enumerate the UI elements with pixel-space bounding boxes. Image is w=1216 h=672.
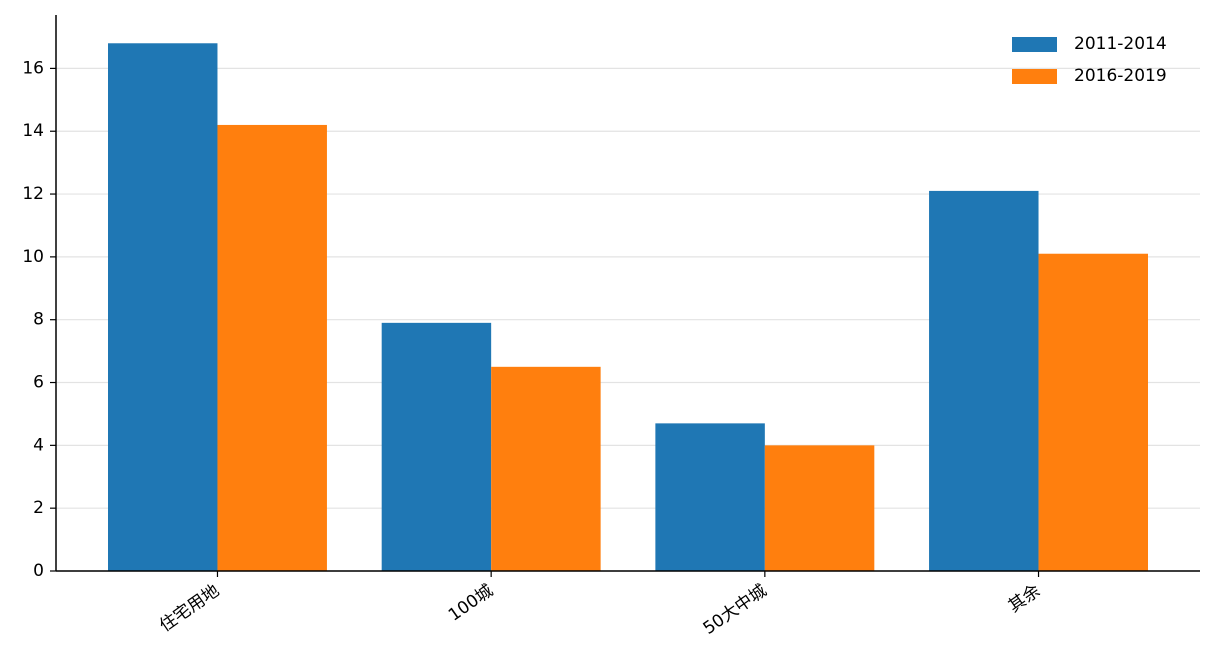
legend-label: 2016-2019 bbox=[1074, 66, 1167, 86]
x-tick-label: 50大中城 bbox=[700, 581, 771, 639]
bar bbox=[108, 43, 218, 572]
bar bbox=[491, 366, 601, 571]
bar bbox=[1038, 253, 1148, 571]
x-tick-label: 100城 bbox=[445, 581, 497, 626]
bar bbox=[655, 423, 765, 571]
y-tick-label: 10 bbox=[22, 247, 44, 267]
y-tick-label: 0 bbox=[33, 561, 44, 581]
y-tick-label: 4 bbox=[33, 435, 44, 455]
x-tick-label: 住宅用地 bbox=[156, 581, 223, 636]
bar bbox=[381, 322, 492, 571]
legend-swatch bbox=[1012, 37, 1057, 52]
bar bbox=[217, 124, 327, 571]
bar bbox=[929, 190, 1039, 571]
y-tick-label: 2 bbox=[33, 498, 44, 518]
y-tick-label: 8 bbox=[33, 310, 44, 330]
legend-swatch bbox=[1012, 69, 1057, 84]
y-tick-label: 6 bbox=[33, 373, 44, 393]
legend-label: 2011-2014 bbox=[1074, 34, 1167, 54]
x-tick-label: 其余 bbox=[1005, 581, 1044, 617]
y-tick-label: 12 bbox=[22, 184, 44, 204]
y-tick-label: 16 bbox=[22, 58, 44, 78]
bar bbox=[764, 445, 875, 571]
y-tick-label: 14 bbox=[22, 121, 44, 141]
